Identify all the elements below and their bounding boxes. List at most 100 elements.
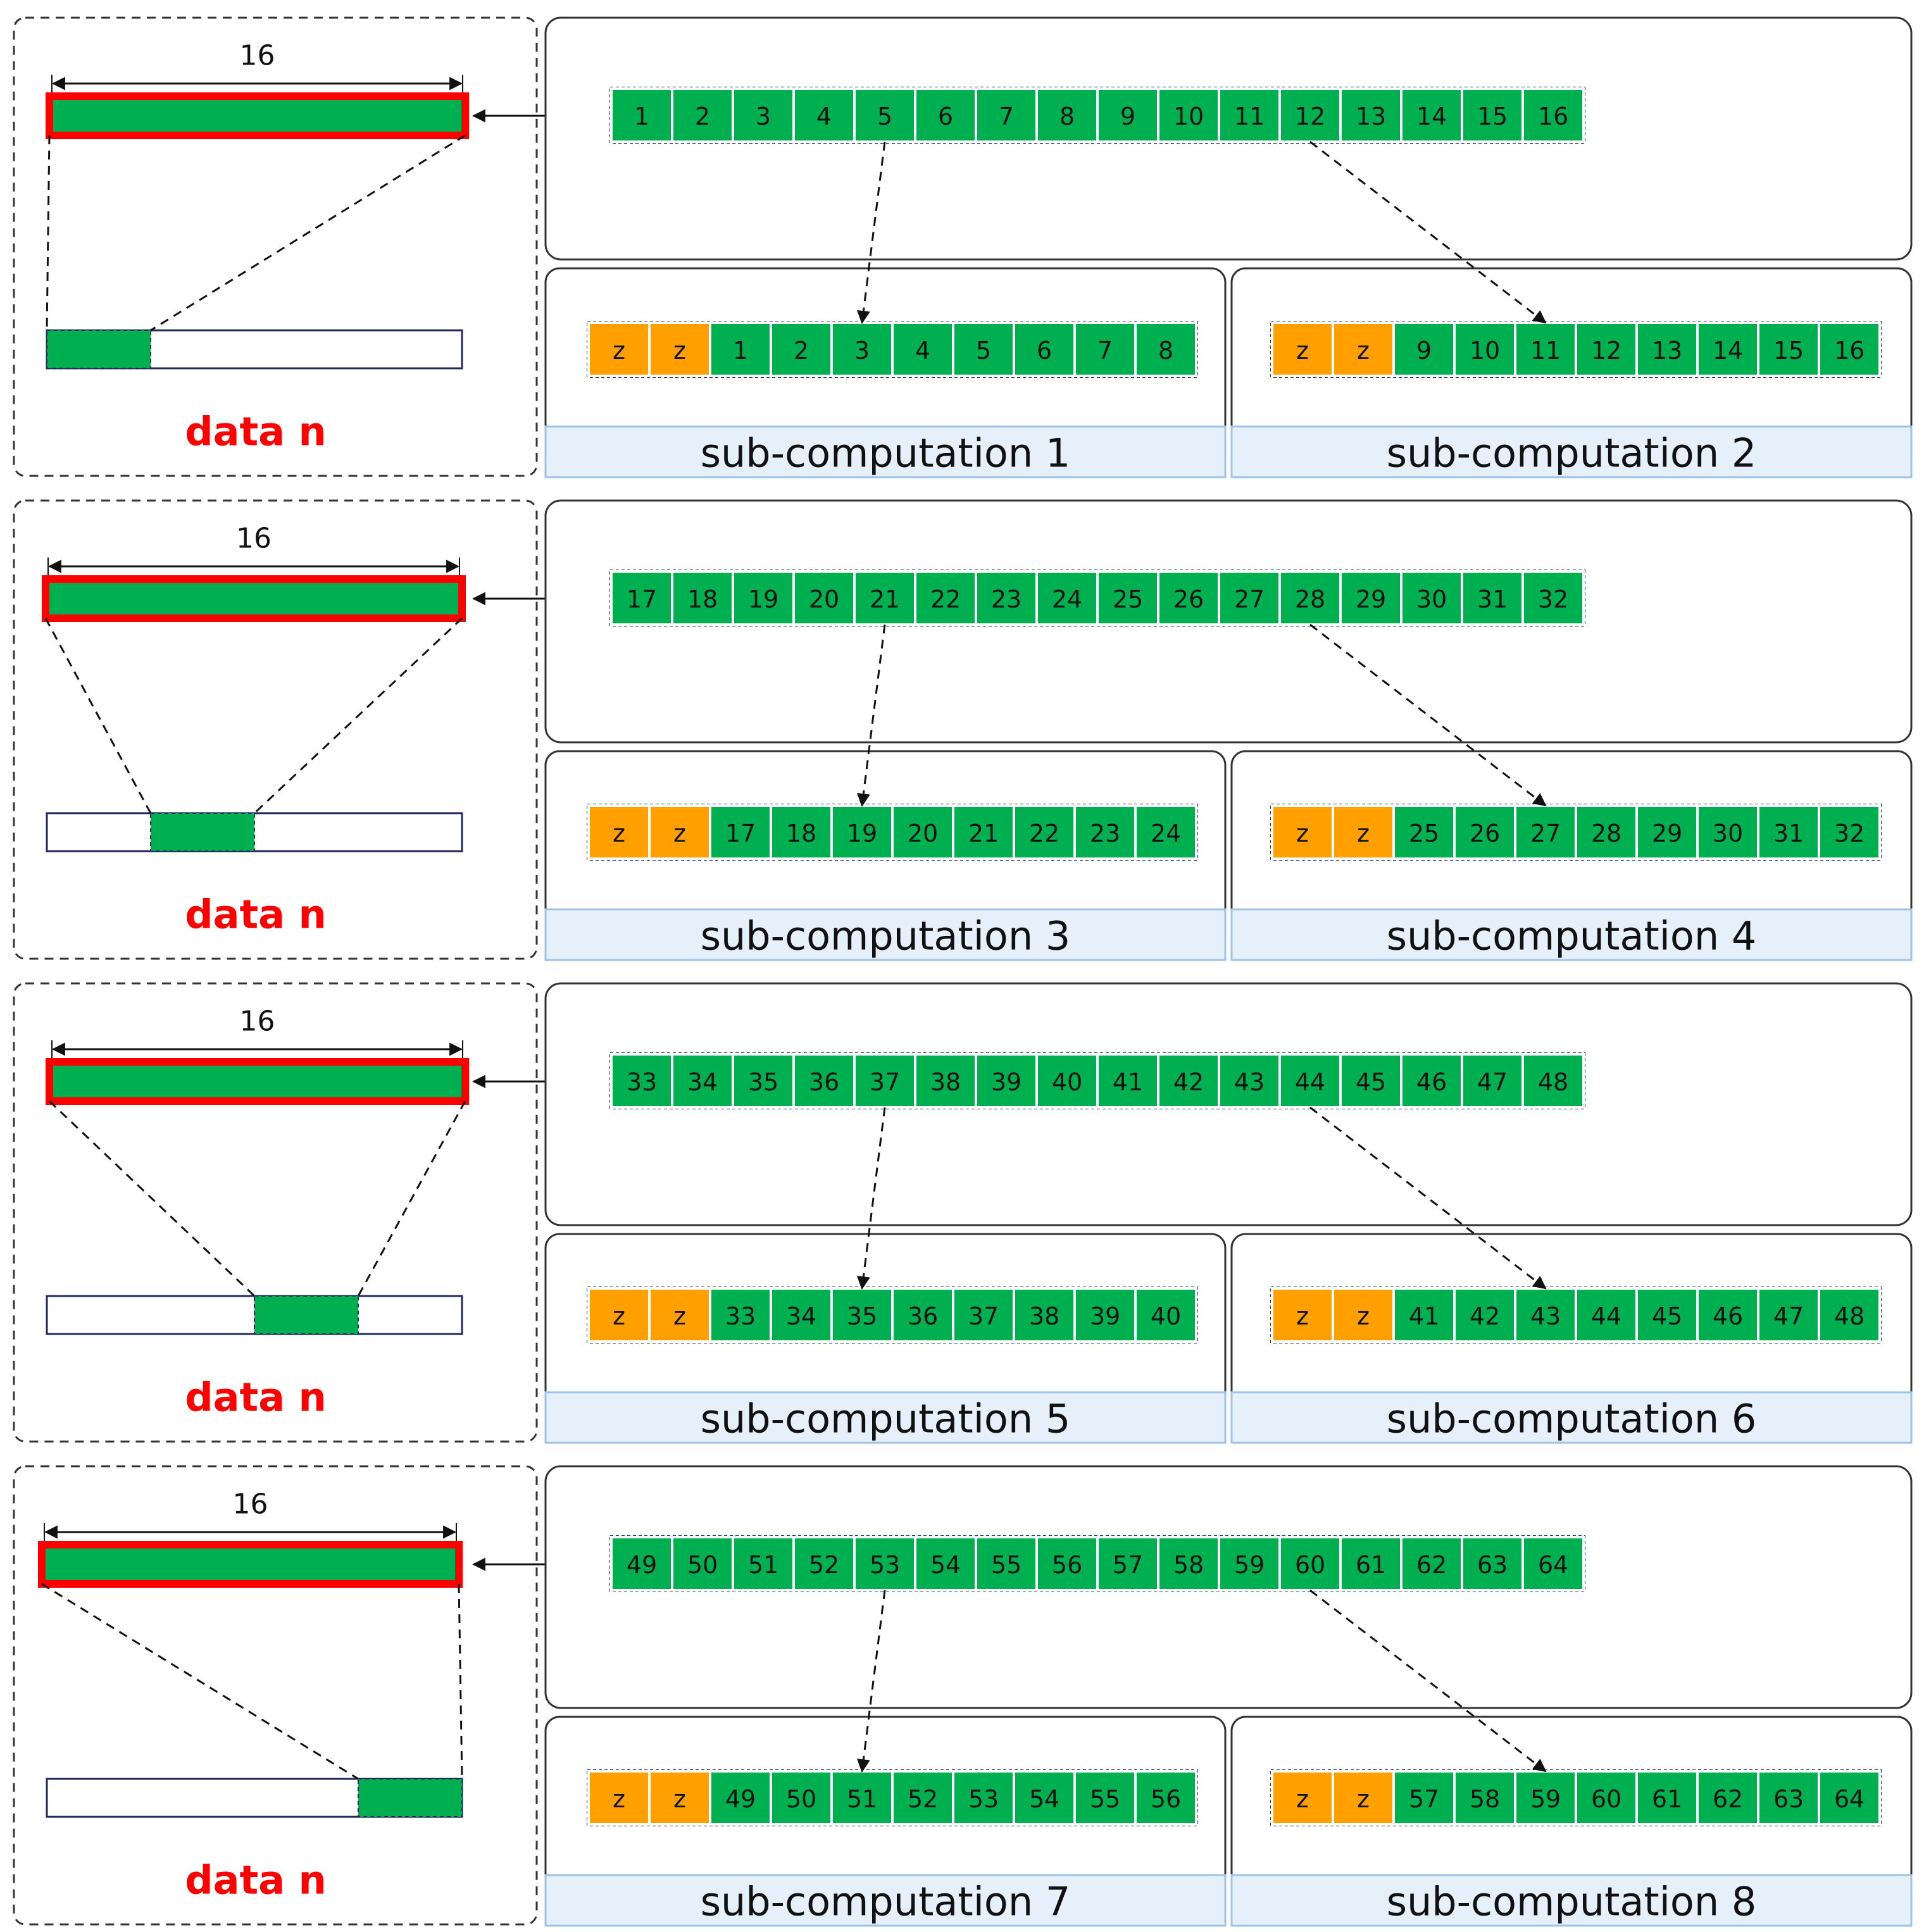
sub-cell-box <box>709 1770 772 1826</box>
sequence-cell-label: 48 <box>1538 1068 1568 1096</box>
sub-cell: 11 <box>1514 321 1577 377</box>
sequence-cell-label: 58 <box>1173 1551 1204 1579</box>
sub-cell-label: 14 <box>1713 337 1743 365</box>
sub-cell: 52 <box>891 1770 954 1826</box>
sub-cell: 33 <box>709 1287 772 1343</box>
sub-cell-label: 12 <box>1591 337 1621 365</box>
sub-cell-label: 53 <box>968 1785 999 1813</box>
sub-computation-footer <box>544 908 1227 961</box>
sub-cell: 7 <box>1073 321 1137 377</box>
sub-cell: 48 <box>1818 1287 1881 1343</box>
projection-line-left <box>44 618 152 814</box>
padding-cell-label: z <box>1296 337 1309 365</box>
padding-cell-box <box>648 804 711 860</box>
sequence-cell-box <box>914 1536 977 1592</box>
mapping-arrow-right <box>1309 623 1547 807</box>
padding-cell: z <box>1332 1770 1395 1826</box>
sub-cell: 12 <box>1575 321 1638 377</box>
sequence-cell-label: 64 <box>1538 1551 1568 1579</box>
window-segment <box>254 1295 359 1335</box>
sub-cell: 29 <box>1635 804 1699 860</box>
sequence-cell: 3 <box>732 87 795 143</box>
sub-cell-box <box>1757 1770 1820 1826</box>
sub-cell-label: 37 <box>968 1302 999 1330</box>
sequence-cell-box <box>671 1536 734 1592</box>
sequence-cell-label: 30 <box>1416 585 1447 613</box>
sub-cell: 43 <box>1514 1287 1577 1343</box>
sub-cell-box <box>1696 804 1759 860</box>
sub-cell: 16 <box>1818 321 1881 377</box>
window-group-4: 16 data n 49 50 51 52 53 54 55 56 57 58 59 60 61 62 63 64… <box>13 1465 1913 1927</box>
sub-cell-box <box>1514 804 1577 860</box>
width-label: 16 <box>240 40 275 72</box>
padding-cell-label: z <box>613 1785 625 1813</box>
sequence-cell-box <box>732 1536 795 1592</box>
padding-cell: z <box>648 321 711 377</box>
sub-computation-label: sub-computation 8 <box>1387 1879 1757 1925</box>
sequence-cell: 19 <box>732 570 795 626</box>
sequence-cell-box <box>1035 570 1099 626</box>
sequence-cell-label: 3 <box>756 103 771 130</box>
sub-cell: 47 <box>1757 1287 1820 1343</box>
padding-cell-label: z <box>673 1302 686 1330</box>
window-segment <box>358 1778 463 1817</box>
sequence-cell-label: 33 <box>627 1068 657 1096</box>
sequence-cell-label: 50 <box>687 1551 718 1579</box>
sub-cell: 1 <box>709 321 772 377</box>
sequence-cell: 30 <box>1400 570 1463 626</box>
padding-cell-box <box>1271 1287 1334 1343</box>
sub-cell-box <box>1392 1770 1456 1826</box>
sub-cell-box <box>952 1287 1015 1343</box>
sub-cell-box <box>1514 1287 1577 1343</box>
sub-cell-label: 33 <box>725 1302 756 1330</box>
sub-cell-label: 11 <box>1530 337 1561 365</box>
sequence-cell-label: 4 <box>816 103 832 130</box>
sequence-cell: 9 <box>1096 87 1159 143</box>
sub-cell-label: 39 <box>1090 1302 1120 1330</box>
sequence-cell-label: 45 <box>1356 1068 1386 1096</box>
sub-cell-label: 20 <box>908 820 938 847</box>
sequence-cell: 37 <box>853 1053 916 1109</box>
sub-cell-label: 45 <box>1652 1302 1682 1330</box>
sub-cell-label: 25 <box>1409 820 1439 847</box>
sub-cell-label: 30 <box>1713 820 1743 847</box>
sequence-cell: 47 <box>1461 1053 1524 1109</box>
sequence-cell-label: 56 <box>1052 1551 1082 1579</box>
sub-computation-label: sub-computation 7 <box>701 1879 1071 1925</box>
padding-cell-label: z <box>673 1785 686 1813</box>
sequence-cell-box <box>1035 87 1099 143</box>
sequence-cell-box <box>1461 570 1524 626</box>
padding-cell-label: z <box>613 1302 625 1330</box>
sequence-cell: 24 <box>1035 570 1099 626</box>
sub-cell: 17 <box>709 804 772 860</box>
padding-cell: z <box>1271 804 1334 860</box>
sequence-cell-box <box>914 570 977 626</box>
sub-cell-label: 31 <box>1773 820 1804 847</box>
sub-cell-box <box>1635 321 1699 377</box>
projection-line-left <box>46 135 51 331</box>
sub-cell-box <box>1453 1770 1516 1826</box>
sequence-cell-label: 46 <box>1416 1068 1447 1096</box>
input-panel <box>13 1465 538 1926</box>
sub-cell: 4 <box>891 321 954 377</box>
sub-cell: 56 <box>1134 1770 1197 1826</box>
sequence-cell-label: 11 <box>1234 103 1265 130</box>
sub-cell-label: 35 <box>847 1302 877 1330</box>
sequence-cell: 53 <box>853 1536 916 1592</box>
sub-cell-box <box>1575 1770 1638 1826</box>
sequence-cell: 38 <box>914 1053 977 1109</box>
sub-cell-box <box>952 804 1015 860</box>
sequence-cell-label: 5 <box>877 103 892 130</box>
sequence-cell-label: 44 <box>1295 1068 1325 1096</box>
sequence-cell-box <box>671 570 734 626</box>
sub-cell-box <box>1635 1287 1699 1343</box>
sequence-cell: 42 <box>1157 1053 1220 1109</box>
sub-cell: 39 <box>1073 1287 1137 1343</box>
sub-cell-label: 29 <box>1652 820 1682 847</box>
sub-cell: 37 <box>952 1287 1015 1343</box>
sub-cell-label: 54 <box>1029 1785 1059 1813</box>
sub-cell-label: 28 <box>1591 820 1621 847</box>
sequence-cell-label: 35 <box>748 1068 778 1096</box>
sub-cell-box <box>1134 804 1197 860</box>
